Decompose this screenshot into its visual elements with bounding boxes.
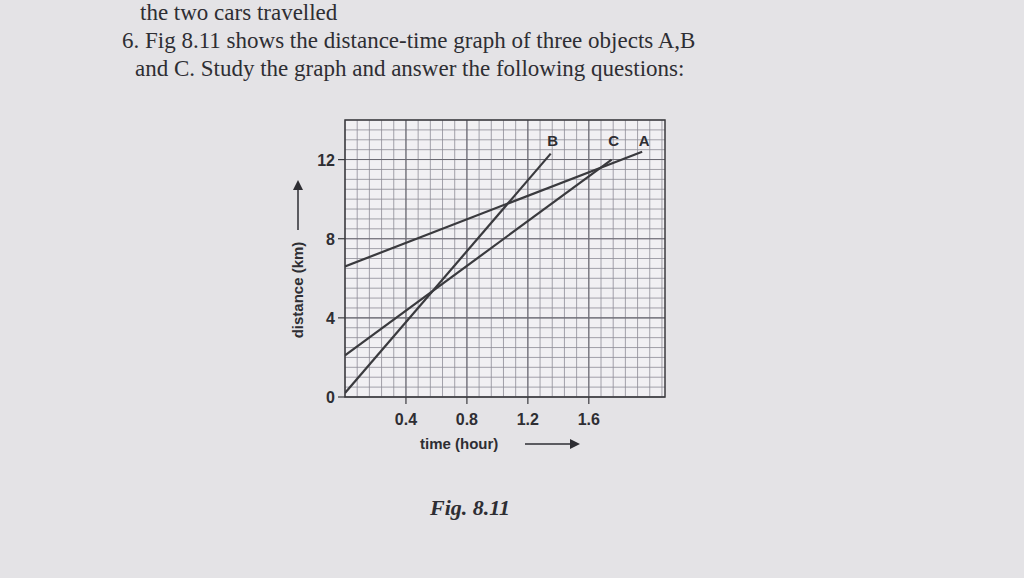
plot-frame: [345, 120, 665, 397]
x-tick-label: 0.8: [456, 411, 478, 428]
grid-line-minor: [345, 189, 665, 190]
grid-line: [345, 159, 665, 160]
grid-line-minor: [345, 347, 665, 348]
grid-line-minor: [345, 228, 665, 229]
grid-line-minor: [345, 288, 665, 289]
grid-line: [527, 120, 528, 397]
x-axis-label: time (hour): [420, 435, 498, 452]
grid-line-minor: [345, 317, 665, 318]
header-line: and C. Study the graph and answer the fo…: [135, 56, 684, 81]
grid-line-minor: [466, 120, 467, 397]
grid-line: [466, 120, 467, 397]
x-tick-label: 1.6: [578, 411, 600, 428]
paper: [0, 0, 1024, 578]
y-arrow-head: [293, 180, 303, 190]
plot-bg: [345, 120, 665, 397]
grid-line-minor: [345, 278, 665, 279]
page: the two cars travelled 6. Fig 8.11 shows …: [0, 0, 1024, 578]
grid-line-minor: [345, 179, 665, 180]
grid-line-minor: [345, 357, 665, 358]
grid-line-minor: [405, 120, 406, 397]
y-tick: [338, 317, 345, 318]
grid-line-minor: [345, 209, 665, 210]
y-arrow: [297, 185, 299, 230]
grid-line-minor: [588, 120, 589, 397]
x-arrow-head: [570, 439, 580, 449]
grid-line: [345, 317, 665, 318]
grid-line: [405, 120, 406, 397]
header-line: 6. Fig 8.11 shows the distance-time grap…: [122, 28, 695, 53]
y-tick: [338, 396, 345, 397]
caption: Fig. 8.11: [429, 495, 510, 520]
series-group: [345, 152, 642, 393]
y-tick-label: 0: [326, 389, 335, 406]
y-tick: [338, 159, 345, 160]
series-line: [345, 160, 612, 356]
grid-line-minor: [345, 307, 665, 308]
grid-line-minor: [345, 327, 665, 328]
grid-line-minor: [345, 387, 665, 388]
grid-line-minor: [345, 218, 665, 219]
series-label: A: [639, 132, 650, 149]
x-tick: [405, 397, 406, 404]
header-line: the two cars travelled: [140, 0, 338, 25]
grid-line: [588, 120, 589, 397]
grid-line-minor: [345, 159, 665, 160]
y-tick-label: 8: [326, 231, 335, 248]
x-arrow: [525, 443, 575, 445]
y-tick: [338, 238, 345, 239]
grid-line-minor: [345, 298, 665, 299]
series-label: B: [547, 132, 558, 149]
x-tick-label: 0.4: [395, 411, 417, 428]
x-tick: [588, 397, 589, 404]
grid-line-minor: [345, 169, 665, 170]
y-tick-label: 4: [326, 310, 335, 327]
grid-line-minor: [345, 377, 665, 378]
x-tick: [527, 397, 528, 404]
grid: [345, 120, 665, 397]
series-line: [345, 154, 551, 393]
grid-line-minor: [345, 149, 665, 150]
grid-line-minor: [527, 120, 528, 397]
grid-line-minor: [345, 367, 665, 368]
grid-line-minor: [345, 258, 665, 259]
series-label: C: [608, 132, 619, 149]
y-axis-label: distance (km): [289, 242, 306, 339]
x-tick-label: 1.2: [517, 411, 539, 428]
grid-line-minor: [345, 199, 665, 200]
y-tick-label: 12: [317, 152, 335, 169]
grid-line-minor: [345, 129, 665, 130]
grid-line-minor: [345, 268, 665, 269]
x-tick: [466, 397, 467, 404]
